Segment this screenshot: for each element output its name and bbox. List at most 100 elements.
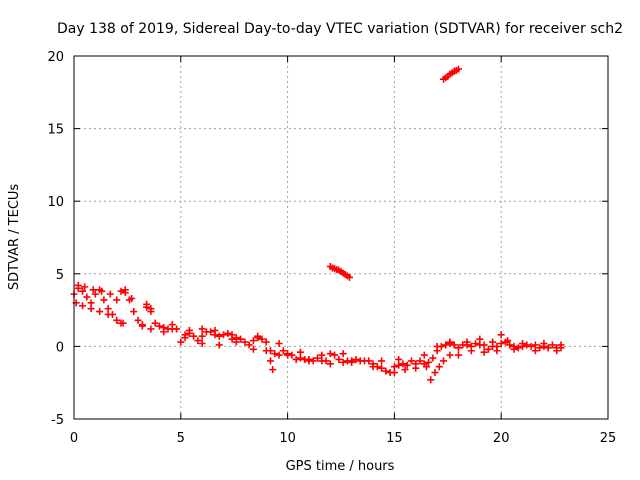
data-point (442, 341, 450, 349)
data-point (399, 360, 407, 368)
data-point (540, 339, 548, 347)
data-point (104, 310, 112, 318)
data-point (326, 350, 334, 358)
data-point (322, 357, 330, 365)
data-point (523, 341, 531, 349)
data-point (318, 351, 326, 359)
data-point (296, 348, 304, 356)
data-point (185, 326, 193, 334)
data-point (279, 347, 287, 355)
data-point (401, 366, 409, 374)
data-points (70, 65, 565, 384)
series-lower-branch (72, 299, 561, 384)
data-point (431, 369, 439, 377)
data-point (506, 341, 514, 349)
data-point (331, 351, 339, 359)
data-point (497, 339, 505, 347)
data-point (544, 344, 552, 352)
data-point (160, 328, 168, 336)
data-point (284, 351, 292, 359)
data-point (262, 338, 270, 346)
data-point (151, 319, 159, 327)
data-point (454, 351, 462, 359)
grid (74, 56, 608, 419)
data-point (87, 305, 95, 313)
data-point (207, 328, 215, 336)
data-point (113, 296, 121, 304)
data-point (134, 316, 142, 324)
data-point (275, 351, 283, 359)
data-point (181, 334, 189, 342)
data-point (519, 339, 527, 347)
y-tick-label: 10 (47, 195, 64, 210)
data-point (497, 331, 505, 339)
y-axis-label: SDTVAR / TECUs (7, 184, 22, 291)
data-point (220, 331, 228, 339)
data-point (74, 281, 82, 289)
data-point (557, 341, 565, 349)
data-point (480, 348, 488, 356)
data-point (378, 357, 386, 365)
data-point (420, 351, 428, 359)
data-point (106, 290, 114, 298)
data-point (339, 358, 347, 366)
data-point (147, 325, 155, 333)
data-point (446, 338, 454, 346)
data-point (81, 283, 89, 291)
data-point (390, 369, 398, 377)
data-point (326, 360, 334, 368)
chart-title: Day 138 of 2019, Sidereal Day-to-day VTE… (57, 21, 623, 37)
data-point (378, 364, 386, 372)
data-point (155, 322, 163, 330)
data-point (514, 344, 522, 352)
data-point (484, 345, 492, 353)
data-point (190, 332, 198, 340)
data-point (339, 350, 347, 358)
data-point (143, 300, 151, 308)
y-tick-label: 15 (47, 123, 64, 138)
y-tick-label: -5 (51, 413, 64, 428)
data-point (536, 344, 544, 352)
data-point (117, 287, 125, 295)
data-point (211, 326, 219, 334)
data-point (489, 338, 497, 346)
data-point (429, 354, 437, 362)
x-tick-label: 20 (493, 431, 510, 446)
data-point (365, 357, 373, 365)
data-point (147, 305, 155, 313)
data-point (113, 316, 121, 324)
data-point (467, 347, 475, 355)
data-point (407, 357, 415, 365)
data-point (237, 335, 245, 343)
data-point (348, 358, 356, 366)
data-point (228, 331, 236, 339)
data-point (130, 308, 138, 316)
data-point (369, 363, 377, 371)
data-point (314, 354, 322, 362)
data-point (215, 332, 223, 340)
data-point (463, 338, 471, 346)
data-point (173, 325, 181, 333)
data-point (245, 341, 253, 349)
data-point (224, 329, 232, 337)
data-point (335, 355, 343, 363)
x-tick-label: 0 (70, 431, 78, 446)
data-point (79, 302, 87, 310)
data-point (79, 287, 87, 295)
y-tick-label: 5 (56, 268, 64, 283)
data-point (382, 367, 390, 375)
data-point (352, 355, 360, 363)
data-point (232, 338, 240, 346)
x-tick-label: 25 (600, 431, 617, 446)
data-point (446, 351, 454, 359)
series-upper-branch (74, 281, 565, 365)
data-point (96, 308, 104, 316)
data-point (472, 339, 480, 347)
axis-ticks: 0 5 10 15 20 25 -5 0 5 10 15 20 (47, 50, 616, 446)
data-point (198, 339, 206, 347)
y-tick-label: 0 (56, 340, 64, 355)
data-point (553, 347, 561, 355)
data-point (249, 337, 257, 345)
data-point (215, 341, 223, 349)
data-point (98, 287, 106, 295)
